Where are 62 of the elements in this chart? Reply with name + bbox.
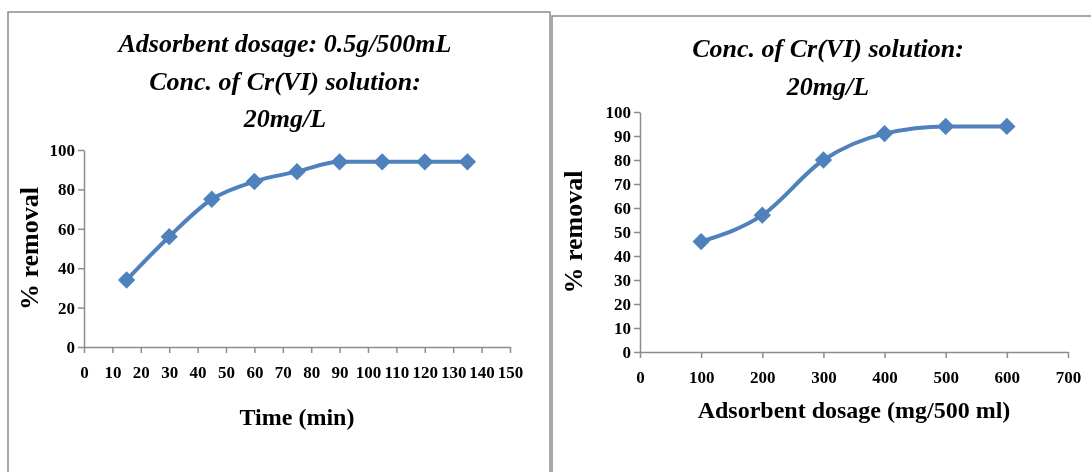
x-axis-title: Time (min)	[239, 404, 355, 430]
x-tick-label: 10	[104, 363, 122, 383]
x-tick-label: 20	[132, 363, 150, 383]
y-tick-label: 50	[614, 222, 631, 242]
x-tick-label: 500	[933, 368, 959, 388]
y-tick-label: 10	[614, 318, 631, 338]
y-tick-label: 60	[58, 219, 75, 239]
point	[160, 228, 178, 246]
x-tick-label: 140	[469, 363, 495, 383]
chart-title: Conc. of Cr(VI) solution: 20mg/L	[692, 34, 964, 101]
y-tick-label: 0	[622, 342, 631, 362]
x-tick-label: 50	[218, 363, 235, 383]
x-tick-label: 600	[994, 368, 1021, 388]
point	[998, 117, 1016, 136]
x-tick-label: 0	[80, 363, 89, 383]
point	[203, 190, 221, 208]
y-tick-label: 80	[58, 180, 75, 200]
y-tick-label: 0	[66, 337, 75, 357]
y-tick-label: 40	[614, 246, 631, 266]
point	[937, 117, 955, 136]
point	[288, 163, 306, 181]
x-tick-label: 130	[440, 363, 467, 383]
y-tick-label: 30	[614, 270, 631, 290]
x-tick-label: 110	[384, 363, 410, 383]
y-tick-label: 70	[614, 174, 631, 194]
point	[753, 206, 771, 224]
x-tick-label: 30	[161, 363, 179, 383]
x-tick-label: 700	[1055, 368, 1082, 388]
point	[458, 153, 477, 171]
y-tick-label: 20	[58, 298, 75, 318]
y-tick-label: 40	[58, 259, 75, 279]
x-tick-label: 200	[750, 368, 776, 388]
point	[814, 151, 833, 169]
point	[245, 172, 264, 191]
point	[692, 232, 710, 251]
point	[416, 153, 434, 171]
y-axis-title: % removal	[15, 187, 44, 310]
y-tick-label: 90	[614, 126, 631, 146]
x-tick-label: 100	[688, 368, 715, 388]
x-tick-label: 400	[872, 368, 898, 388]
point	[117, 271, 136, 289]
x-tick-label: 120	[412, 363, 439, 383]
x-tick-label: 70	[274, 363, 292, 383]
x-tick-label: 60	[246, 363, 264, 383]
point	[373, 153, 391, 171]
y-tick-label: 80	[614, 150, 631, 170]
x-tick-label: 150	[497, 363, 524, 383]
y-tick-label: 100	[49, 140, 75, 160]
x-tick-label: 300	[811, 368, 837, 388]
y-tick-label: 20	[614, 294, 631, 314]
y-tick-label: 100	[605, 102, 631, 122]
chart-title: Adsorbent dosage: 0.5g/500mL Conc. of Cr(VI) solution: 20mg/L	[116, 29, 452, 134]
x-tick-label: 0	[636, 368, 645, 388]
point	[875, 124, 894, 143]
x-axis-title: Adsorbent dosage (mg/500 ml)	[697, 397, 1011, 423]
point	[330, 153, 349, 171]
y-tick-label: 60	[614, 198, 631, 218]
y-axis-title: % removal	[559, 170, 588, 294]
x-tick-label: 100	[355, 363, 382, 383]
x-tick-label: 90	[331, 363, 349, 383]
x-tick-label: 40	[189, 363, 207, 383]
x-tick-label: 80	[303, 363, 321, 383]
